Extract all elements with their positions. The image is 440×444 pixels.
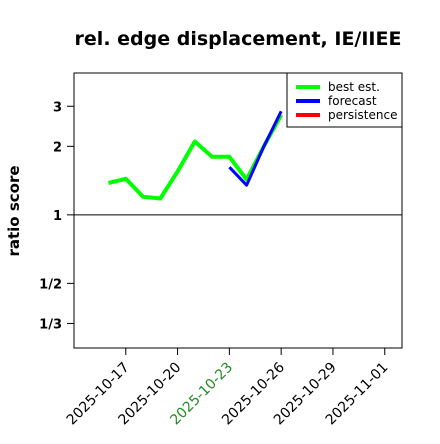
y-tick-label: 1/2 (39, 277, 62, 292)
series-layer (108, 110, 283, 201)
y-axis-ticks: 1/3 1/2 1 2 3 (39, 100, 74, 332)
y-tick-label: 1/3 (39, 317, 62, 332)
x-axis-ticks: 2025-10-172025-10-202025-10-232025-10-26… (64, 348, 392, 428)
chart-title: rel. edge displacement, IE/IIEE (75, 28, 402, 50)
y-tick-label: 3 (53, 100, 62, 115)
y-axis-label: ratio score (5, 165, 23, 256)
series-line-best-est (108, 113, 283, 201)
y-tick-label: 2 (53, 140, 62, 155)
legend-label: persistence (328, 108, 397, 122)
y-tick-label: 1 (53, 209, 62, 224)
series-line-forecast (228, 110, 283, 187)
plot-frame (73, 72, 403, 349)
legend-label: forecast (328, 94, 377, 108)
legend-label: best est. (328, 80, 380, 94)
